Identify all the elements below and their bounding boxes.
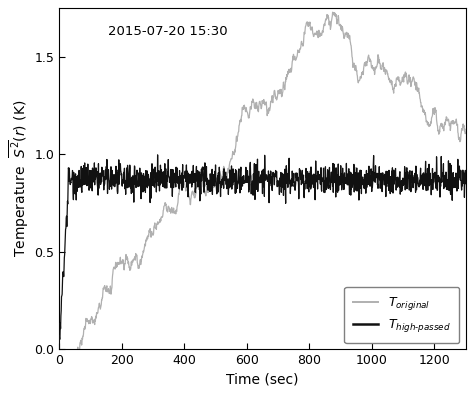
X-axis label: Time (sec): Time (sec) [226, 372, 299, 387]
Text: 2015-07-20 15:30: 2015-07-20 15:30 [108, 25, 228, 38]
Y-axis label: Temperature  $\overline{S^2}(r)$ (K): Temperature $\overline{S^2}(r)$ (K) [9, 100, 31, 258]
Legend: $T_{original}$, $T_{high\text{-}passed}$: $T_{original}$, $T_{high\text{-}passed}$ [344, 286, 459, 343]
